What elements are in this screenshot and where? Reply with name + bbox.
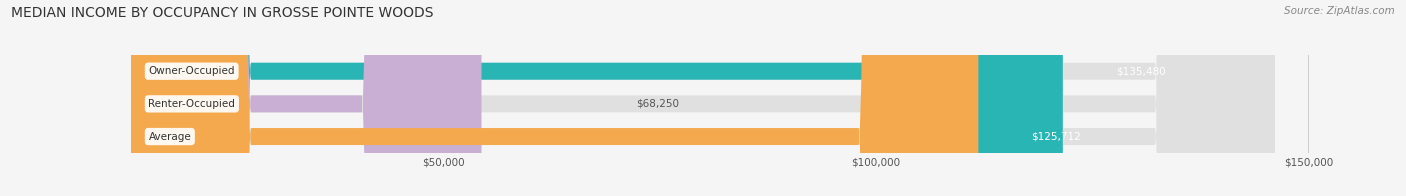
Text: Renter-Occupied: Renter-Occupied [149,99,235,109]
FancyBboxPatch shape [131,0,979,196]
Text: Source: ZipAtlas.com: Source: ZipAtlas.com [1284,6,1395,16]
FancyBboxPatch shape [131,0,1275,196]
Text: MEDIAN INCOME BY OCCUPANCY IN GROSSE POINTE WOODS: MEDIAN INCOME BY OCCUPANCY IN GROSSE POI… [11,6,433,20]
FancyBboxPatch shape [131,0,1063,196]
Text: $135,480: $135,480 [1116,66,1166,76]
Text: Average: Average [149,132,191,142]
Text: $125,712: $125,712 [1031,132,1081,142]
FancyBboxPatch shape [131,0,1275,196]
FancyBboxPatch shape [131,0,1275,196]
FancyBboxPatch shape [131,0,481,196]
Text: $68,250: $68,250 [636,99,679,109]
Text: Owner-Occupied: Owner-Occupied [149,66,235,76]
